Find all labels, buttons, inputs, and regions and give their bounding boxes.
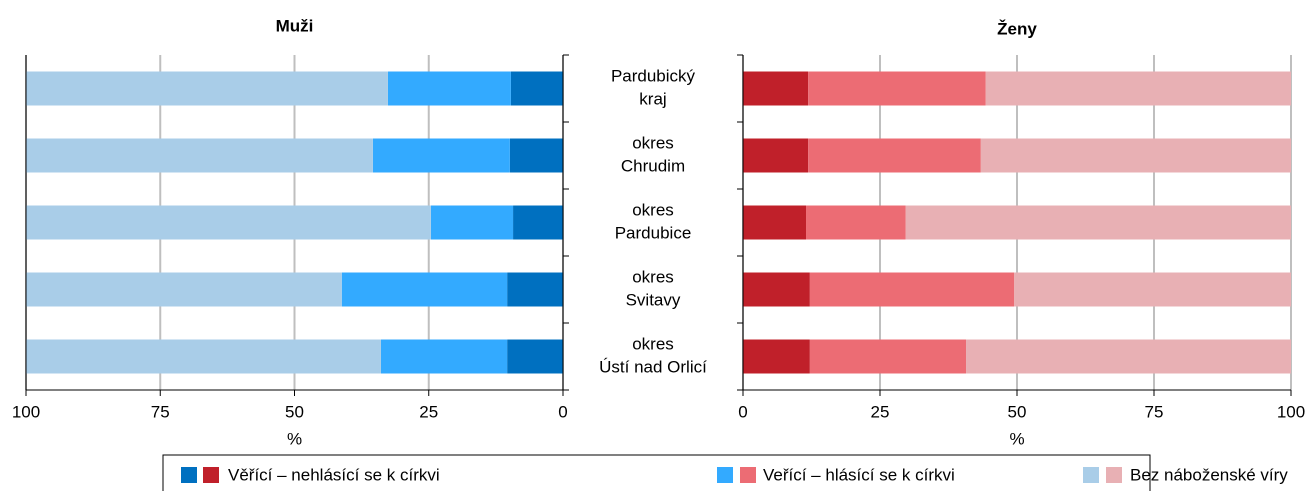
bar-segment <box>809 272 1015 307</box>
bar-segment <box>966 339 1291 374</box>
legend-swatch <box>203 467 219 483</box>
bar-segment <box>26 71 388 106</box>
bar-segment <box>510 71 563 106</box>
x-tick-label: 100 <box>12 402 40 421</box>
x-tick-label: 100 <box>1277 402 1305 421</box>
bar-segment <box>341 272 508 307</box>
category-line: okres <box>632 134 674 153</box>
x-tick-label: 0 <box>558 402 567 421</box>
category-label: Pardubický kraj <box>611 67 696 109</box>
category-label: okres Pardubice <box>615 201 692 243</box>
legend-swatch <box>740 467 756 483</box>
bar-segment <box>430 205 514 240</box>
bar-segment <box>26 272 342 307</box>
bar-segment <box>743 71 809 106</box>
x-tick-label: 0 <box>738 402 747 421</box>
bar-segment <box>808 71 986 106</box>
chart-title: Muži <box>276 16 314 35</box>
bar-segment <box>507 272 563 307</box>
bar-segment <box>743 272 810 307</box>
bar-segment <box>372 138 510 173</box>
category-line: Pardubice <box>615 224 692 243</box>
bar-segment <box>980 138 1291 173</box>
bar-segment <box>387 71 511 106</box>
category-line: Chrudim <box>621 157 685 176</box>
x-tick-label: 75 <box>1145 402 1164 421</box>
bar-segment <box>26 138 373 173</box>
category-line: okres <box>632 201 674 220</box>
legend-swatch <box>1083 467 1099 483</box>
x-tick-label: 75 <box>151 402 170 421</box>
category-line: Ústí nad Orlicí <box>599 358 707 377</box>
bar-segment <box>26 339 381 374</box>
x-tick-label: 50 <box>1008 402 1027 421</box>
legend-label: Věřící – nehlásící se k církvi <box>228 465 440 484</box>
bar-segment <box>380 339 508 374</box>
chart-title: Ženy <box>997 19 1037 38</box>
category-label: okres Ústí nad Orlicí <box>599 335 707 377</box>
bar-segment <box>809 339 967 374</box>
legend-label: Veřící – hlásící se k církvi <box>763 465 955 484</box>
category-line: kraj <box>639 90 666 109</box>
x-tick-label: 25 <box>871 402 890 421</box>
bar-segment <box>743 339 810 374</box>
bar-segment <box>513 205 563 240</box>
bar-segment <box>905 205 1291 240</box>
bar-segment <box>808 138 981 173</box>
bar-segment <box>509 138 563 173</box>
x-tick-label: 50 <box>285 402 304 421</box>
bar-segment <box>507 339 563 374</box>
legend-swatch <box>181 467 197 483</box>
bar-segment <box>985 71 1291 106</box>
x-axis-label: % <box>1009 429 1024 448</box>
bar-segment <box>26 205 431 240</box>
bar-segment <box>1014 272 1291 307</box>
category-line: okres <box>632 335 674 354</box>
legend-swatch <box>1106 467 1122 483</box>
category-label: okres Chrudim <box>621 134 685 176</box>
legend-box <box>162 454 1151 491</box>
bar-segment <box>806 205 906 240</box>
x-tick-label: 25 <box>419 402 438 421</box>
category-label: okres Svitavy <box>626 268 681 310</box>
category-line: Pardubický <box>611 67 696 86</box>
legend-label: Bez náboženské víry <box>1130 465 1288 484</box>
x-axis-label: % <box>287 429 302 448</box>
bar-segment <box>743 138 809 173</box>
category-line: Svitavy <box>626 291 681 310</box>
bar-segment <box>743 205 807 240</box>
legend-swatch <box>717 467 733 483</box>
category-line: okres <box>632 268 674 287</box>
